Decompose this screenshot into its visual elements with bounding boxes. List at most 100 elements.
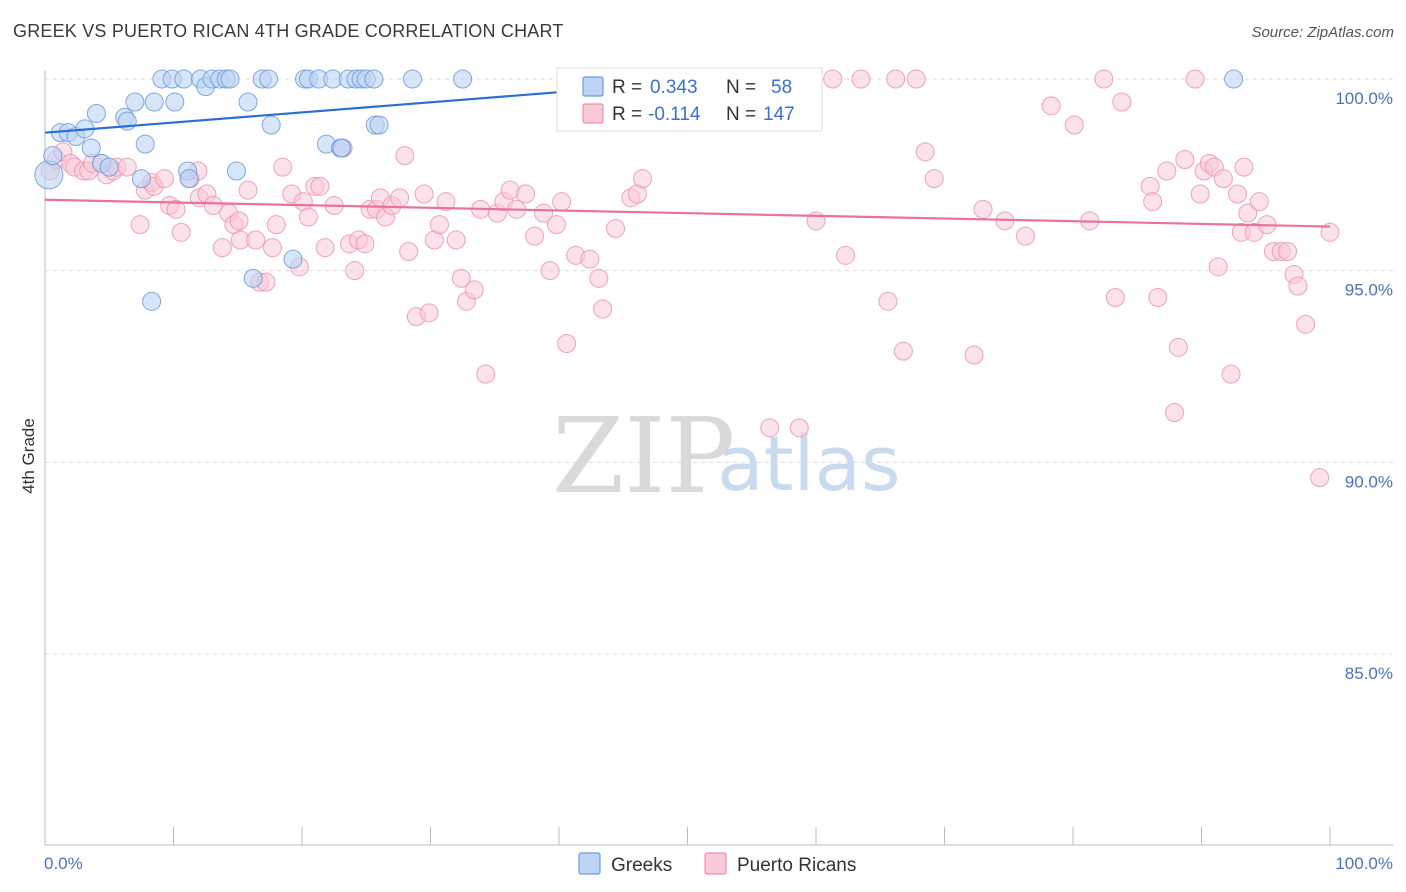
watermark-zip: ZIP [552, 395, 735, 517]
puerto-ricans-point-132 [1227, 184, 1247, 204]
x-tick-label-max: 100.0% [1335, 854, 1393, 873]
legend-pr-r-label: R = [612, 104, 642, 125]
puerto-ricans-point-86 [606, 219, 626, 238]
puerto-ricans-point-135 [1238, 203, 1258, 223]
puerto-ricans-point-98 [823, 69, 843, 89]
puerto-ricans-point-112 [1064, 115, 1084, 135]
puerto-ricans-point-43 [310, 176, 330, 196]
puerto-ricans-point-101 [878, 291, 898, 311]
puerto-ricans-point-85 [593, 299, 613, 319]
greeks-point-7 [86, 104, 106, 123]
puerto-ricans-point-41 [298, 207, 318, 227]
puerto-ricans-point-118 [1143, 192, 1163, 212]
puerto-ricans-point-19 [166, 199, 186, 219]
legend-pr-r-value: -0.114 [648, 104, 701, 125]
puerto-ricans-point-68 [464, 280, 484, 300]
greeks-point-29 [226, 161, 246, 181]
greeks-point-9 [99, 157, 119, 177]
y-axis-label: 4th Grade [19, 418, 38, 494]
puerto-ricans-point-103 [893, 341, 913, 361]
puerto-ricans-point-107 [964, 345, 984, 365]
y-tick-labels: 85.0% 90.0% 95.0% 100.0% [1335, 89, 1393, 683]
puerto-ricans-point-26 [212, 238, 232, 258]
puerto-ricans-point-144 [1296, 314, 1316, 334]
y-tick-label-100: 100.0% [1335, 89, 1393, 108]
puerto-ricans-point-94 [760, 418, 780, 438]
greeks-point-6 [81, 138, 101, 158]
puerto-ricans-point-114 [1094, 69, 1114, 89]
puerto-ricans-point-131 [1221, 364, 1241, 384]
legend-pr-n-label: N = [726, 104, 756, 125]
puerto-ricans-point-84 [589, 268, 609, 288]
bottom-legend-puerto-ricans: Puerto Ricans [737, 855, 856, 876]
greeks-point-0 [34, 160, 64, 190]
legend-swatch-greeks [582, 76, 604, 97]
puerto-ricans-point-37 [273, 157, 293, 177]
greeks-point-13 [131, 169, 151, 189]
puerto-ricans-point-48 [345, 261, 365, 281]
puerto-ricans-point-44 [315, 238, 335, 258]
puerto-ricans-point-25 [203, 196, 223, 215]
puerto-ricans-point-134 [1234, 157, 1254, 177]
bottom-legend-swatch-puerto-ricans [704, 852, 727, 875]
greeks-point-34 [261, 115, 281, 135]
puerto-ricans-point-108 [973, 199, 993, 219]
puerto-ricans-point-116 [1112, 92, 1132, 112]
puerto-ricans-point-78 [540, 261, 560, 281]
greeks-point-20 [174, 69, 194, 89]
puerto-ricans-point-141 [1278, 242, 1298, 261]
puerto-ricans-point-29 [229, 211, 249, 231]
bottom-legend-greeks: Greeks [611, 855, 672, 876]
greeks-point-1 [43, 146, 63, 166]
greeks-point-35 [283, 249, 303, 269]
puerto-ricans-point-80 [552, 192, 572, 212]
puerto-ricans-point-57 [395, 146, 415, 166]
puerto-ricans-point-124 [1185, 69, 1205, 89]
puerto-ricans-point-129 [1208, 257, 1228, 277]
bottom-legend-swatch-greeks [578, 852, 601, 875]
greeks-point-49 [369, 115, 389, 135]
puerto-ricans-point-100 [851, 69, 871, 89]
x-axis-ticks [44, 827, 1331, 845]
puerto-ricans-point-102 [886, 69, 906, 89]
puerto-ricans-point-111 [1041, 96, 1061, 116]
puerto-ricans-point-121 [1165, 403, 1185, 422]
puerto-ricans-point-75 [516, 184, 536, 204]
legend-box: R = 0.343 N = 58 R = -0.114 N = 147 [556, 67, 823, 132]
puerto-ricans-point-81 [557, 334, 577, 353]
puerto-ricans-point-66 [451, 268, 471, 288]
puerto-ricans-point-76 [525, 226, 545, 246]
puerto-ricans-point-146 [1320, 222, 1340, 242]
puerto-ricans-point-145 [1310, 468, 1330, 488]
watermark-atlas: atlas [717, 419, 901, 508]
legend-swatch-puerto-ricans [582, 103, 604, 124]
greeks-point-22 [179, 169, 199, 189]
legend-greeks-n-value: 58 [771, 77, 792, 98]
puerto-ricans-point-56 [390, 188, 410, 208]
puerto-ricans-point-130 [1213, 169, 1233, 189]
y-tick-label-85: 85.0% [1345, 664, 1393, 683]
puerto-ricans-point-125 [1190, 184, 1210, 204]
greeks-point-28 [220, 69, 240, 89]
puerto-ricans-point-35 [262, 238, 282, 258]
greeks-point-15 [142, 291, 162, 311]
puerto-ricans-point-106 [924, 169, 944, 189]
puerto-ricans-point-31 [238, 180, 258, 200]
greeks-point-42 [332, 138, 352, 158]
puerto-ricans-point-20 [171, 222, 191, 242]
puerto-ricans-point-110 [1015, 226, 1035, 246]
puerto-ricans-point-13 [130, 215, 150, 235]
greeks-point-31 [243, 268, 263, 288]
y-tick-label-90: 90.0% [1345, 472, 1393, 491]
greeks-point-57 [1224, 69, 1244, 89]
puerto-ricans-point-61 [419, 303, 439, 323]
greeks-point-16 [144, 92, 164, 112]
puerto-ricans-point-17 [155, 169, 175, 189]
legend-greeks-n-label: N = [726, 77, 756, 98]
y-tick-label-95: 95.0% [1345, 281, 1393, 300]
puerto-ricans-point-77 [534, 203, 554, 223]
puerto-ricans-point-105 [915, 142, 935, 162]
legend-greeks-r-label: R = [612, 77, 642, 98]
puerto-ricans-point-99 [836, 245, 856, 265]
puerto-ricans-point-120 [1157, 161, 1177, 181]
